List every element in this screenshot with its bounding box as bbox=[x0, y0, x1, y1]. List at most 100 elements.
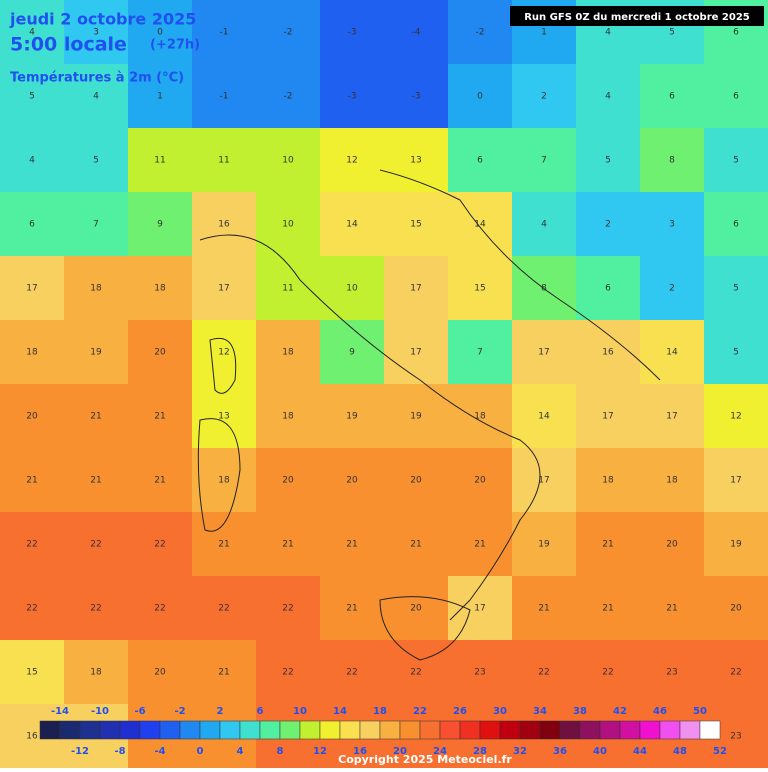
legend-label: 18 bbox=[373, 706, 387, 717]
temperature-cell bbox=[384, 320, 448, 384]
temperature-cell bbox=[64, 640, 128, 704]
legend-label: 16 bbox=[353, 746, 367, 757]
temperature-cell bbox=[576, 512, 640, 576]
temperature-cell bbox=[192, 320, 256, 384]
legend-label: 28 bbox=[473, 746, 487, 757]
legend-label: 24 bbox=[433, 746, 447, 757]
temperature-value: 17 bbox=[474, 604, 485, 614]
temperature-cell bbox=[448, 512, 512, 576]
temperature-value: 5 bbox=[733, 156, 739, 166]
temperature-value: 6 bbox=[605, 284, 611, 294]
temperature-value: -3 bbox=[348, 92, 357, 102]
temperature-value: 22 bbox=[730, 668, 741, 678]
temperature-cell bbox=[704, 448, 768, 512]
temperature-value: 20 bbox=[26, 412, 38, 422]
legend-label: 30 bbox=[493, 706, 507, 717]
temperature-cell bbox=[640, 576, 704, 640]
legend-swatch bbox=[319, 720, 341, 740]
legend-label: 14 bbox=[333, 706, 347, 717]
temperature-cell bbox=[384, 256, 448, 320]
temperature-cell bbox=[256, 512, 320, 576]
legend-label: 4 bbox=[237, 746, 244, 757]
temperature-value: 22 bbox=[90, 604, 101, 614]
temperature-value: 20 bbox=[666, 540, 678, 550]
legend-label: 50 bbox=[693, 706, 707, 717]
legend-swatch bbox=[379, 720, 401, 740]
temperature-cell bbox=[64, 256, 128, 320]
legend-swatch bbox=[239, 720, 261, 740]
temperature-value: 18 bbox=[90, 284, 102, 294]
legend-swatch bbox=[459, 720, 481, 740]
temperature-cell bbox=[448, 192, 512, 256]
legend-label: 48 bbox=[673, 746, 687, 757]
legend-label: 8 bbox=[277, 746, 284, 757]
temperature-value: 7 bbox=[541, 156, 547, 166]
legend-label: -12 bbox=[71, 746, 89, 757]
temperature-value: 7 bbox=[477, 348, 483, 358]
legend-swatch bbox=[659, 720, 681, 740]
temperature-value: 4 bbox=[605, 28, 611, 38]
temperature-value: 6 bbox=[733, 92, 739, 102]
temperature-cell bbox=[448, 448, 512, 512]
temperature-cell bbox=[320, 384, 384, 448]
legend-swatch bbox=[559, 720, 581, 740]
temperature-value: 22 bbox=[602, 668, 613, 678]
temperature-value: 14 bbox=[666, 348, 678, 358]
temperature-cell bbox=[192, 128, 256, 192]
copyright: Copyright 2025 Meteociel.fr bbox=[338, 753, 512, 766]
temperature-value: 14 bbox=[538, 412, 550, 422]
legend-label: 44 bbox=[633, 746, 647, 757]
temperature-cell bbox=[128, 448, 192, 512]
temperature-cell bbox=[640, 320, 704, 384]
temperature-value: 14 bbox=[346, 220, 358, 230]
temperature-value: 4 bbox=[605, 92, 611, 102]
temperature-cell bbox=[384, 576, 448, 640]
temperature-value: 20 bbox=[474, 476, 486, 486]
run-label: Run GFS 0Z du mercredi 1 octobre 2025 bbox=[524, 12, 750, 23]
temperature-value: 5 bbox=[29, 92, 35, 102]
temperature-cell bbox=[512, 576, 576, 640]
temperature-value: 4 bbox=[541, 220, 547, 230]
temperature-value: 18 bbox=[154, 284, 166, 294]
temperature-cell bbox=[256, 640, 320, 704]
temperature-cell bbox=[704, 576, 768, 640]
legend-swatch bbox=[199, 720, 221, 740]
temperature-value: 21 bbox=[218, 540, 229, 550]
temperature-value: 15 bbox=[410, 220, 421, 230]
temperature-value: 22 bbox=[26, 604, 37, 614]
legend-label: 46 bbox=[653, 706, 667, 717]
temperature-value: 5 bbox=[733, 348, 739, 358]
legend-label: 42 bbox=[613, 706, 627, 717]
temperature-value: 23 bbox=[730, 732, 741, 742]
temperature-value: 19 bbox=[346, 412, 358, 422]
temperature-value: 11 bbox=[154, 156, 165, 166]
legend-swatch bbox=[419, 720, 441, 740]
temperature-value: 4 bbox=[93, 92, 99, 102]
temperature-value: 16 bbox=[26, 732, 38, 742]
temperature-cell bbox=[448, 384, 512, 448]
temperature-value: 6 bbox=[29, 220, 35, 230]
temperature-value: 18 bbox=[282, 348, 294, 358]
temperature-cell bbox=[192, 0, 256, 64]
legend-swatch bbox=[39, 720, 61, 740]
temperature-value: 17 bbox=[218, 284, 229, 294]
temperature-value: 21 bbox=[154, 476, 165, 486]
legend-swatch bbox=[219, 720, 241, 740]
temperature-cell bbox=[128, 64, 192, 128]
temperature-value: 18 bbox=[282, 412, 294, 422]
temperature-cell bbox=[320, 448, 384, 512]
temperature-value: 19 bbox=[730, 540, 742, 550]
temperature-cell bbox=[512, 128, 576, 192]
temperature-value: 20 bbox=[282, 476, 294, 486]
temperature-value: -2 bbox=[476, 28, 485, 38]
temperature-cell bbox=[0, 128, 64, 192]
temperature-value: 1 bbox=[541, 28, 547, 38]
legend-swatch bbox=[479, 720, 501, 740]
legend-label: 36 bbox=[553, 746, 567, 757]
temperature-cell bbox=[576, 448, 640, 512]
temperature-value: 19 bbox=[538, 540, 550, 550]
temperature-cell bbox=[0, 320, 64, 384]
temperature-cell bbox=[640, 256, 704, 320]
temperature-cell bbox=[512, 320, 576, 384]
temperature-cell bbox=[704, 64, 768, 128]
